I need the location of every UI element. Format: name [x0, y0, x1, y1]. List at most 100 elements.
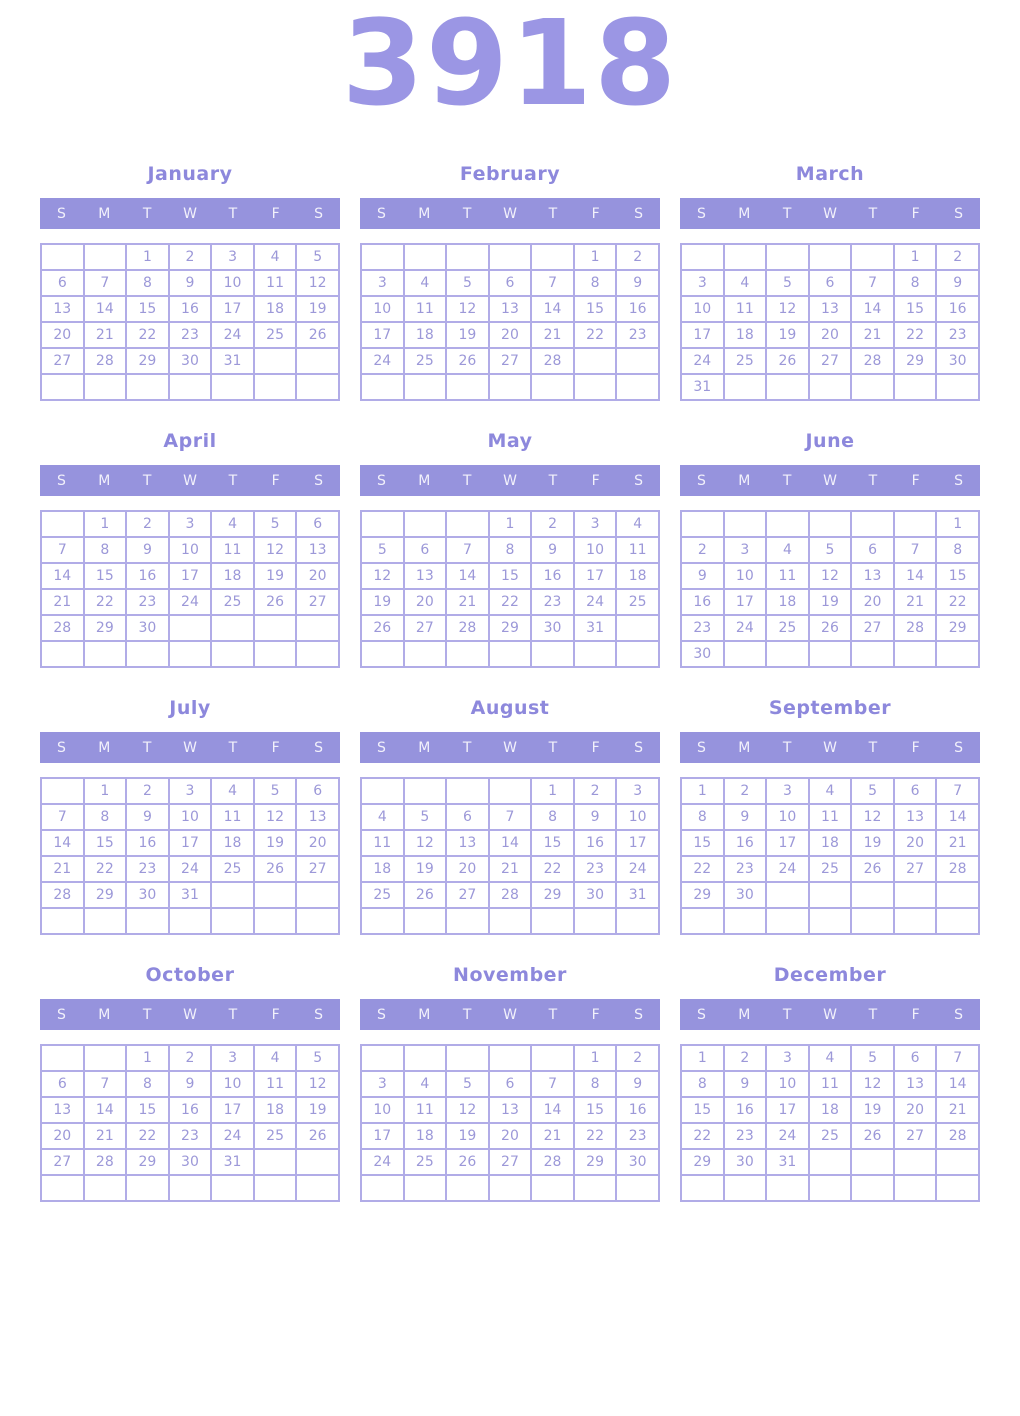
day-cell	[360, 777, 405, 805]
day-cell	[40, 1044, 85, 1072]
weekday-label-tuesday: T	[142, 1006, 152, 1023]
day-cell: 7	[82, 269, 128, 297]
day-cell: 16	[167, 295, 213, 323]
day-cell: 11	[252, 269, 298, 297]
day-cell: 22	[125, 1122, 170, 1150]
day-cell	[850, 640, 895, 668]
day-cell	[807, 1174, 853, 1202]
day-cell: 8	[572, 269, 618, 297]
day-grid: 1 2 3 4 5 6 7 8 9 10 11 12 13 14 15 16 17 18 19 20 21 22 23 24 2…	[360, 777, 660, 935]
day-cell: 1	[680, 777, 725, 805]
day-grid: 1 2 3 4 5 6 7 8 9 10 11 12 13 14 15 16 17 18 19 20 21 22 23 24 2…	[680, 777, 980, 935]
weekday-label-thursday: T	[548, 205, 558, 222]
month-august: August S M T W T F S 1 2 3 4 5 6 7 8 9 10 11 12 13 14…	[360, 694, 660, 935]
day-cell: 23	[125, 588, 170, 616]
day-cell: 12	[850, 803, 895, 831]
day-cell: 30	[167, 1148, 213, 1176]
day-cell	[210, 373, 255, 401]
day-cell: 5	[402, 803, 448, 831]
day-cell: 22	[892, 321, 938, 349]
day-cell: 12	[295, 1070, 340, 1098]
weekday-label-saturday: S	[314, 205, 324, 222]
day-cell: 6	[850, 536, 895, 564]
day-cell	[680, 243, 725, 271]
day-cell	[295, 881, 340, 909]
week-row: 16 17 18 19 20 21 22	[680, 588, 980, 616]
day-cell: 12	[402, 829, 448, 857]
day-cell	[252, 1148, 298, 1176]
month-november: November S M T W T F S 1 2 3 4 5 6 7 8 9 10 11 12 13…	[360, 961, 660, 1202]
day-cell: 11	[615, 536, 660, 564]
weekday-label-tuesday: T	[782, 472, 792, 489]
month-title: June	[805, 430, 855, 452]
day-cell: 30	[572, 881, 618, 909]
day-cell: 6	[402, 536, 448, 564]
day-cell: 5	[850, 777, 895, 805]
day-cell: 2	[167, 1044, 213, 1072]
day-cell: 13	[850, 562, 895, 590]
day-cell: 15	[572, 295, 618, 323]
weekday-label-friday: F	[271, 472, 280, 489]
day-cell: 10	[680, 295, 725, 323]
day-cell: 22	[82, 855, 128, 883]
day-cell: 27	[807, 347, 853, 375]
day-cell: 9	[722, 803, 768, 831]
weekday-label-wednesday: W	[823, 1006, 837, 1023]
day-cell: 29	[82, 614, 128, 642]
day-cell	[445, 907, 490, 935]
weekday-label-wednesday: W	[503, 739, 517, 756]
day-cell: 18	[402, 1122, 448, 1150]
day-cell: 24	[167, 588, 213, 616]
day-cell: 9	[615, 1070, 660, 1098]
day-cell: 26	[765, 347, 810, 375]
day-cell: 27	[892, 855, 938, 883]
day-cell: 14	[445, 562, 490, 590]
weekday-label-tuesday: T	[462, 472, 472, 489]
day-cell: 16	[615, 1096, 660, 1124]
weekday-header-bar: S M T W T F S	[40, 465, 340, 496]
day-cell	[445, 640, 490, 668]
week-row: 6 7 8 9 10 11 12	[40, 269, 340, 297]
weekday-label-wednesday: W	[503, 1006, 517, 1023]
day-cell	[615, 373, 660, 401]
day-cell: 4	[615, 510, 660, 538]
day-cell	[360, 640, 405, 668]
weekday-label-saturday: S	[634, 739, 644, 756]
week-row: 9 10 11 12 13 14 15	[680, 562, 980, 590]
day-cell: 5	[807, 536, 853, 564]
day-cell	[295, 373, 340, 401]
day-cell: 24	[680, 347, 725, 375]
day-cell	[167, 907, 213, 935]
day-cell: 9	[125, 803, 170, 831]
day-cell: 24	[167, 855, 213, 883]
day-cell	[765, 373, 810, 401]
day-cell: 3	[572, 510, 618, 538]
day-cell: 3	[210, 1044, 255, 1072]
day-grid: 1 2 3 4 5 6 7 8 9 10 11 12 13 14 15 16 17 18 19 20 21 22 23 24 2…	[360, 243, 660, 401]
day-cell: 12	[295, 269, 340, 297]
day-cell: 15	[935, 562, 980, 590]
weekday-label-tuesday: T	[142, 205, 152, 222]
day-cell: 3	[210, 243, 255, 271]
week-row: 11 12 13 14 15 16 17	[360, 829, 660, 857]
day-cell: 21	[487, 855, 533, 883]
week-row: 5 6 7 8 9 10 11	[360, 536, 660, 564]
day-cell: 2	[615, 243, 660, 271]
day-cell: 24	[210, 1122, 255, 1150]
weekday-label-sunday: S	[696, 1006, 706, 1023]
day-cell: 24	[765, 1122, 810, 1150]
day-cell: 13	[40, 1096, 85, 1124]
weekday-label-saturday: S	[954, 739, 964, 756]
day-cell: 1	[572, 243, 618, 271]
weekday-label-thursday: T	[868, 1006, 878, 1023]
day-cell	[167, 614, 213, 642]
day-cell: 30	[680, 640, 725, 668]
week-row: 20 21 22 23 24 25 26	[40, 1122, 340, 1150]
week-row: 6 7 8 9 10 11 12	[40, 1070, 340, 1098]
day-cell: 15	[125, 295, 170, 323]
day-cell: 15	[82, 562, 128, 590]
day-cell: 15	[125, 1096, 170, 1124]
day-cell: 1	[680, 1044, 725, 1072]
day-cell	[360, 907, 405, 935]
